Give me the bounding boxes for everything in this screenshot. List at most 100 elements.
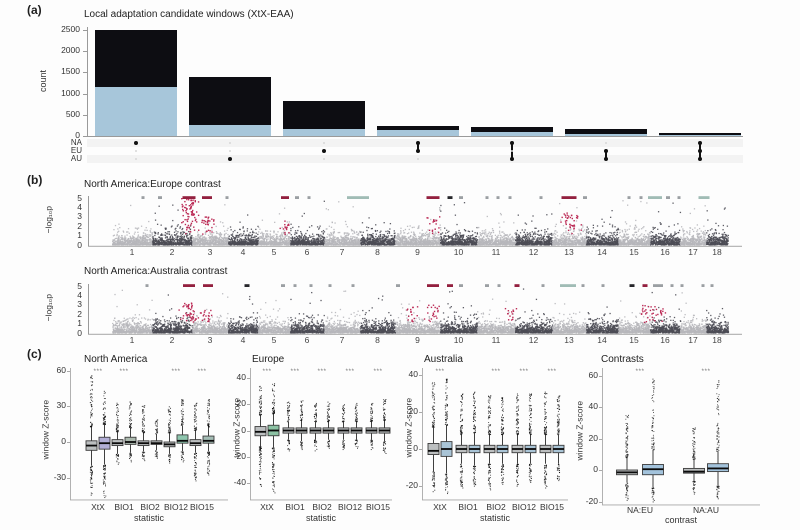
y-tick: 0	[241, 424, 246, 435]
significance-mark: ***	[262, 368, 272, 375]
significance-mark: ***	[519, 368, 529, 375]
x-category: BIO15	[539, 502, 565, 512]
significance-mark: ***	[93, 368, 103, 375]
upset-bar-shared	[659, 135, 741, 136]
boxplot-au-y-axis-label: window Z-score	[403, 397, 414, 458]
matrix-dot-empty	[134, 149, 138, 153]
y-tick-mark	[83, 30, 87, 31]
matrix-dot-empty	[510, 149, 514, 153]
matrix-dot-empty	[322, 157, 326, 161]
matrix-dot	[604, 157, 608, 161]
y-tick: 60	[56, 364, 66, 375]
x-category: BIO12	[511, 502, 537, 512]
y-tick-mark	[83, 136, 87, 137]
x-category: BIO2	[312, 502, 332, 512]
matrix-connector	[605, 151, 607, 159]
y-tick: 0	[77, 239, 82, 250]
chromosome-label: 13	[564, 335, 574, 345]
upset-bar-total	[565, 129, 647, 135]
x-category: BIO12	[163, 502, 189, 512]
chromosome-label: 13	[564, 247, 574, 257]
matrix-dot-empty	[228, 149, 232, 153]
matrix-dot	[510, 141, 514, 145]
chromosome-label: 7	[339, 247, 345, 257]
y-tick: 5	[77, 192, 82, 203]
matrix-dot	[416, 141, 420, 145]
boxplot-eu-canvas	[250, 366, 392, 501]
y-tick: 1500	[61, 66, 80, 77]
y-tick: 2	[77, 220, 82, 231]
set-row-label: AU	[70, 153, 82, 163]
y-tick: 0	[413, 443, 418, 453]
y-tick: 0	[75, 130, 80, 140]
chromosome-label: 1	[129, 335, 135, 345]
boxplot-au-canvas	[422, 366, 568, 501]
y-tick: 40	[588, 401, 598, 411]
y-tick: 20	[236, 398, 246, 409]
boxplot-eu-title: Europe	[252, 354, 285, 365]
matrix-dot-empty	[134, 157, 138, 161]
y-tick-mark	[419, 486, 422, 487]
x-category: BIO1	[114, 502, 134, 512]
y-tick: 1000	[61, 87, 80, 98]
y-tick: 500	[65, 108, 80, 119]
y-tick: 20	[408, 406, 418, 416]
y-tick: 40	[408, 369, 418, 379]
chromosome-label: 16	[660, 335, 670, 345]
y-tick-mark	[67, 370, 70, 372]
boxplot-na-y-axis-label: window Z-score	[40, 399, 51, 460]
matrix-connector	[417, 143, 419, 151]
y-tick: 1	[77, 318, 82, 329]
y-tick: 2000	[61, 45, 80, 56]
chromosome-label: 14	[597, 335, 607, 345]
chromosome-label: 11	[491, 335, 501, 345]
y-tick-mark	[67, 477, 70, 479]
y-tick: 3	[77, 211, 82, 222]
chromosome-label: 7	[339, 335, 345, 345]
upset-bar-total	[283, 101, 365, 130]
y-tick: 2	[77, 308, 82, 319]
y-tick-mark	[247, 378, 250, 379]
y-tick-mark	[83, 114, 87, 116]
chromosome-label: 17	[688, 335, 698, 345]
matrix-dot-empty	[604, 141, 608, 145]
chromosome-label: 5	[271, 247, 277, 257]
matrix-stripe	[87, 155, 743, 163]
chromosome-label: 5	[271, 335, 277, 345]
y-tick-mark	[599, 407, 602, 408]
x-category: BIO15	[189, 502, 215, 512]
set-row-label: EU	[70, 145, 82, 155]
x-category: XtX	[91, 502, 105, 512]
chromosome-label: 10	[453, 247, 464, 257]
significance-mark: ***	[701, 368, 711, 375]
y-tick-mark	[83, 72, 87, 74]
significance-mark: ***	[290, 368, 300, 375]
matrix-dot-empty	[416, 157, 420, 161]
matrix-dot	[698, 157, 702, 161]
y-tick: 20	[588, 432, 598, 443]
matrix-dot	[228, 157, 232, 161]
y-tick-mark	[67, 406, 70, 408]
chromosome-label: 12	[528, 247, 539, 257]
boxplot-na-title: North America	[84, 354, 148, 365]
x-category: NA:AU	[693, 505, 719, 515]
chromosome-label: 18	[712, 247, 722, 257]
significance-mark: ***	[373, 368, 383, 375]
chromosome-label: 6	[304, 335, 310, 345]
upset-bar-total	[471, 126, 553, 132]
chromosome-label: 11	[491, 247, 501, 257]
panel-a-label: (a)	[27, 3, 42, 17]
upset-bar-total	[189, 77, 271, 126]
boxplot-contrasts-x-axis-label: contrast	[664, 515, 697, 525]
manhattan-1-title: North America:Europe contrast	[84, 179, 221, 190]
y-tick: -20	[233, 450, 246, 461]
upset-y-axis-line	[87, 27, 88, 136]
chromosome-label: 2	[169, 335, 175, 345]
y-tick: 4	[77, 201, 82, 212]
significance-mark: ***	[171, 368, 181, 375]
chromosome-label: 4	[240, 335, 246, 345]
chromosome-label: 14	[597, 247, 607, 257]
y-tick-mark	[599, 438, 602, 440]
chromosome-label: 9	[415, 247, 420, 257]
y-tick: 1	[77, 230, 82, 241]
